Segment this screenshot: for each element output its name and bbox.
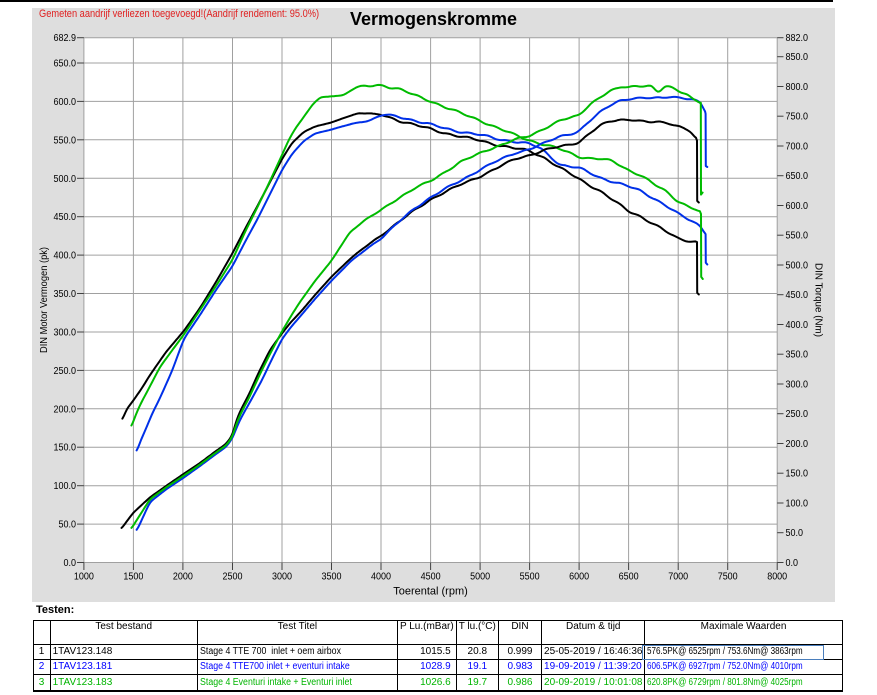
svg-text:3500: 3500 (322, 572, 342, 583)
svg-text:600.0: 600.0 (786, 201, 809, 212)
svg-text:DIN Motor Vermogen (pk): DIN Motor Vermogen (pk) (39, 247, 50, 353)
svg-text:700.0: 700.0 (786, 142, 809, 153)
svg-text:200.0: 200.0 (54, 404, 77, 415)
svg-text:300.0: 300.0 (54, 328, 77, 339)
svg-text:350.0: 350.0 (786, 350, 809, 361)
svg-text:1500: 1500 (123, 572, 143, 583)
svg-text:50.0: 50.0 (59, 520, 77, 531)
svg-text:150.0: 150.0 (786, 469, 809, 480)
svg-text:100.0: 100.0 (786, 499, 809, 510)
svg-text:250.0: 250.0 (786, 409, 809, 420)
svg-text:500.0: 500.0 (54, 174, 77, 185)
svg-text:450.0: 450.0 (54, 212, 77, 223)
svg-text:150.0: 150.0 (54, 443, 77, 454)
svg-text:7000: 7000 (668, 572, 688, 583)
svg-text:7500: 7500 (718, 572, 738, 583)
svg-text:450.0: 450.0 (786, 290, 809, 301)
svg-text:550.0: 550.0 (786, 231, 809, 242)
svg-text:200.0: 200.0 (786, 439, 809, 450)
svg-text:6000: 6000 (569, 572, 589, 583)
svg-text:8000: 8000 (767, 572, 787, 583)
svg-text:3000: 3000 (272, 572, 292, 583)
svg-text:850.0: 850.0 (786, 52, 809, 63)
svg-text:400.0: 400.0 (54, 251, 77, 262)
svg-text:600.0: 600.0 (54, 97, 77, 108)
svg-text:350.0: 350.0 (54, 289, 77, 300)
svg-text:800.0: 800.0 (786, 82, 809, 93)
svg-text:6500: 6500 (619, 572, 639, 583)
svg-text:500.0: 500.0 (786, 261, 809, 272)
svg-text:5000: 5000 (470, 572, 490, 583)
svg-text:300.0: 300.0 (786, 380, 809, 391)
svg-text:100.0: 100.0 (54, 481, 77, 492)
svg-text:2500: 2500 (223, 572, 243, 583)
svg-text:4000: 4000 (371, 572, 391, 583)
svg-text:50.0: 50.0 (786, 528, 804, 539)
svg-text:882.0: 882.0 (786, 33, 809, 44)
svg-text:DIN Torque (Nm): DIN Torque (Nm) (813, 263, 824, 337)
svg-text:650.0: 650.0 (786, 171, 809, 182)
svg-text:400.0: 400.0 (786, 320, 809, 331)
svg-text:550.0: 550.0 (54, 135, 77, 146)
svg-text:2000: 2000 (173, 572, 193, 583)
svg-text:0.0: 0.0 (64, 558, 77, 569)
svg-text:1000: 1000 (74, 572, 94, 583)
svg-text:250.0: 250.0 (54, 366, 77, 377)
svg-text:0.0: 0.0 (786, 558, 799, 569)
svg-text:5500: 5500 (520, 572, 540, 583)
svg-text:650.0: 650.0 (54, 59, 77, 70)
svg-text:Toerental (rpm): Toerental (rpm) (393, 586, 468, 598)
svg-text:682.9: 682.9 (54, 33, 77, 44)
svg-text:4500: 4500 (421, 572, 441, 583)
svg-text:750.0: 750.0 (786, 112, 809, 123)
